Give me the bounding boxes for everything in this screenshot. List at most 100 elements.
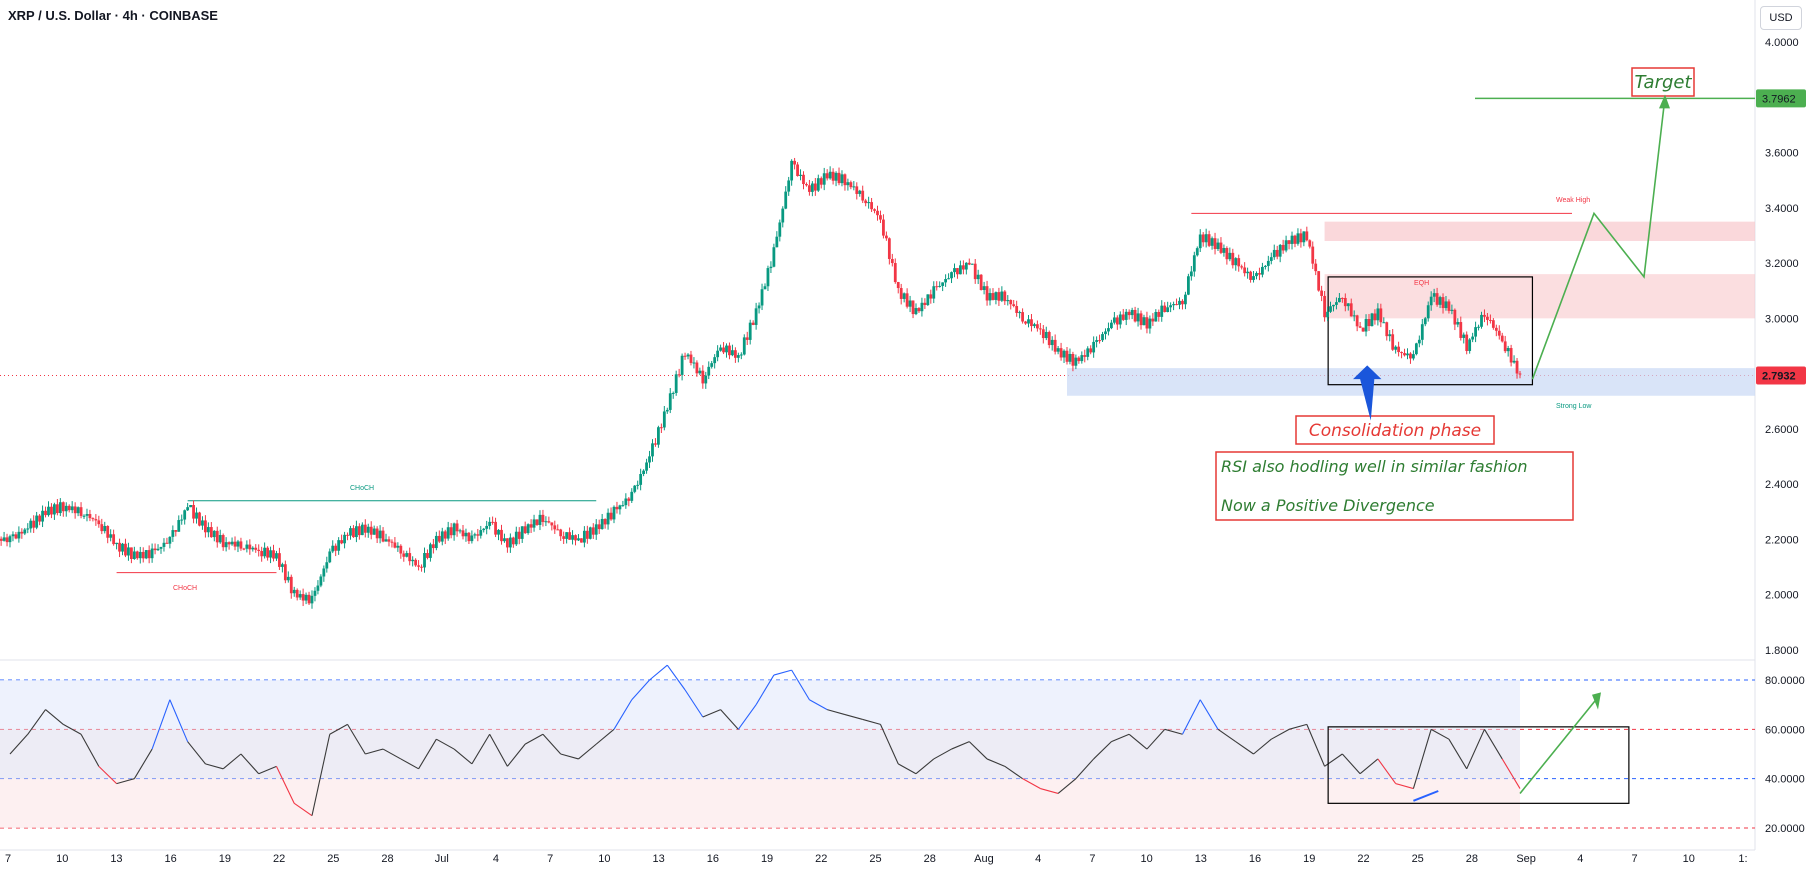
candle-body — [1133, 309, 1137, 322]
rsi-segment — [1217, 728, 1237, 743]
candle-body — [1477, 326, 1480, 328]
candle-body — [192, 505, 195, 519]
candle-body — [636, 484, 640, 486]
candle-body — [414, 559, 418, 566]
price-tick-label: 4.0000 — [1765, 37, 1799, 49]
candle-body — [1027, 319, 1030, 324]
candle-body — [186, 507, 190, 511]
candle-body — [834, 172, 838, 181]
candle-body — [1435, 293, 1439, 305]
candle-body — [719, 347, 722, 351]
candle-body — [497, 529, 500, 535]
time-tick-label: 22 — [1357, 853, 1369, 865]
candle-body — [55, 504, 59, 514]
time-tick-label: 22 — [273, 853, 285, 865]
candle-body — [514, 531, 518, 545]
candle-body — [301, 594, 305, 601]
price-tick-label: 2.6000 — [1765, 424, 1799, 436]
candle-body — [1056, 348, 1060, 352]
candle-body — [236, 541, 240, 547]
candle-body — [1281, 244, 1285, 251]
candle-body — [828, 171, 832, 179]
candle-body — [1420, 324, 1424, 340]
candle-body — [879, 215, 882, 220]
candle-body — [1065, 350, 1069, 362]
candle-body — [106, 526, 110, 538]
price-tick-label: 2.4000 — [1765, 479, 1799, 491]
rsi-segment — [1359, 758, 1379, 775]
candle-body — [94, 519, 98, 521]
candle-body — [218, 535, 222, 543]
candle-body — [1086, 348, 1090, 357]
candle-body — [541, 514, 545, 522]
time-tick-label: 16 — [1249, 853, 1261, 865]
rsi-segment — [222, 753, 242, 770]
rsi-segment — [1111, 733, 1130, 743]
candle-body — [67, 505, 71, 511]
candle-body — [979, 274, 983, 290]
time-tick-label: 22 — [815, 853, 827, 865]
candle-body — [455, 523, 459, 532]
currency-button[interactable]: USD — [1760, 6, 1802, 30]
candle-body — [156, 548, 160, 551]
time-tick-label: 13 — [110, 853, 122, 865]
candle-body — [1107, 328, 1110, 332]
rsi-segment — [1412, 729, 1432, 789]
candle-body — [890, 258, 894, 264]
candle-body — [1204, 234, 1208, 243]
candle-body — [1385, 322, 1389, 337]
candle-body — [745, 337, 749, 340]
target-box — [1631, 67, 1695, 97]
candle-body — [1272, 249, 1276, 258]
candle-body — [1515, 360, 1519, 374]
candle-body — [491, 521, 495, 523]
rsi-segment — [1040, 788, 1059, 794]
candle-body — [1409, 353, 1412, 359]
candle-body — [956, 268, 959, 275]
candle-body — [970, 263, 974, 265]
candle-body — [251, 547, 255, 550]
candle-body — [1083, 355, 1087, 357]
candle-body — [500, 529, 503, 542]
candle-body — [781, 208, 785, 223]
candle-body — [29, 520, 33, 529]
candle-body — [577, 538, 580, 541]
candle-body — [565, 532, 569, 539]
candle-body — [109, 534, 113, 538]
candle-body — [772, 247, 776, 267]
rsi-segment — [968, 741, 988, 760]
candle-body — [580, 538, 583, 543]
candle-body — [1178, 300, 1181, 305]
candle-body — [1468, 339, 1472, 351]
candle-body — [1379, 308, 1383, 323]
candle-body — [423, 553, 426, 568]
annotation-layer: Target Consolidation phase RSI also hodl… — [173, 67, 1695, 794]
candle-body — [559, 529, 563, 537]
candle-body — [1234, 258, 1238, 266]
candle-body — [180, 519, 184, 521]
rsi-note-line-1: RSI also hodling well in similar fashion — [1221, 457, 1528, 476]
candle-body — [1169, 305, 1173, 308]
candle-body — [458, 530, 462, 532]
rsi-segment — [560, 753, 579, 760]
candle-body — [340, 540, 344, 544]
candle-body — [582, 530, 586, 543]
candle-body — [920, 302, 924, 312]
candle-body — [322, 568, 326, 577]
candle-body — [47, 506, 50, 516]
candle-body — [1269, 257, 1273, 261]
candle-body — [1432, 293, 1436, 297]
candle-body — [846, 182, 850, 186]
candle-body — [41, 510, 44, 522]
rsi-segment — [649, 664, 668, 681]
candle-body — [944, 279, 948, 283]
rsi-segment — [524, 733, 544, 745]
candle-body — [520, 526, 524, 539]
rsi-segment — [258, 765, 277, 775]
time-tick-label: 7 — [1632, 853, 1638, 865]
candle-body — [707, 366, 711, 376]
candle-body — [1491, 320, 1495, 328]
candle-body — [189, 505, 193, 508]
rsi-segment — [436, 738, 455, 750]
candle-body — [316, 585, 320, 591]
